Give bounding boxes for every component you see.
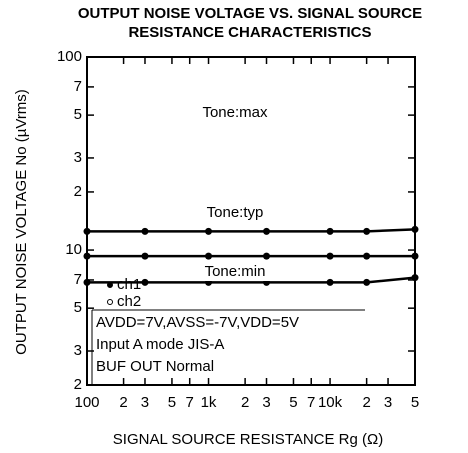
y-tick-label: 5	[74, 299, 82, 316]
chart-title: OUTPUT NOISE VOLTAGE VS. SIGNAL SOURCE	[78, 5, 422, 22]
label-bg	[197, 204, 273, 222]
x-tick-label: 7	[186, 394, 194, 411]
data-point	[83, 252, 91, 260]
data-point	[141, 278, 149, 286]
note: BUF OUT Normal	[96, 358, 214, 375]
note: AVDD=7V,AVSS=-7V,VDD=5V	[96, 314, 299, 331]
data-point	[363, 227, 371, 235]
legend-label: ch1	[117, 276, 141, 293]
y-tick-label: 5	[74, 106, 82, 123]
data-point	[141, 252, 149, 260]
data-point	[411, 252, 419, 260]
label-bg	[197, 263, 273, 281]
x-tick-label: 3	[384, 394, 392, 411]
y-tick-label: 2	[74, 183, 82, 200]
x-tick-label: 5	[411, 394, 419, 411]
data-point	[83, 278, 91, 286]
data-point	[363, 252, 371, 260]
x-tick-label: 10k	[318, 394, 343, 411]
data-point	[326, 252, 334, 260]
y-axis-label: OUTPUT NOISE VOLTAGE No (µVrms)	[13, 89, 30, 355]
data-point	[263, 252, 271, 260]
note: Input A mode JIS-A	[96, 336, 224, 353]
x-tick-label: 2	[119, 394, 127, 411]
series-label: Tone:min	[205, 263, 266, 280]
data-point	[141, 227, 149, 235]
data-point	[411, 274, 419, 282]
data-point	[363, 278, 371, 286]
x-tick-label: 5	[289, 394, 297, 411]
x-tick-label: 5	[168, 394, 176, 411]
y-tick-label: 7	[74, 271, 82, 288]
data-point	[205, 252, 213, 260]
data-point	[263, 227, 271, 235]
chart-subtitle: RESISTANCE CHARACTERISTICS	[128, 24, 371, 41]
data-point	[205, 227, 213, 235]
series-label: Tone:max	[202, 104, 268, 121]
legend-marker	[107, 282, 113, 288]
x-tick-label: 3	[262, 394, 270, 411]
series-label: Tone:typ	[207, 204, 264, 221]
x-tick-label: 1k	[201, 394, 217, 411]
plot-frame	[86, 56, 416, 386]
label-bg	[197, 104, 273, 122]
x-tick-label: 100	[74, 394, 99, 411]
data-point	[83, 227, 91, 235]
x-tick-label: 2	[362, 394, 370, 411]
data-point	[411, 225, 419, 233]
y-tick-label: 3	[74, 342, 82, 359]
y-tick-label: 10	[65, 241, 82, 258]
x-tick-label: 2	[241, 394, 249, 411]
x-axis-label: SIGNAL SOURCE RESISTANCE Rg (Ω)	[113, 431, 383, 448]
data-point	[326, 227, 334, 235]
y-tick-label: 7	[74, 78, 82, 95]
x-tick-label: 3	[141, 394, 149, 411]
y-tick-label: 3	[74, 149, 82, 166]
legend-label: ch2	[117, 293, 141, 310]
legend-marker	[107, 299, 113, 305]
y-tick-label: 100	[57, 48, 82, 65]
y-tick-label: 2	[74, 376, 82, 393]
x-tick-label: 7	[307, 394, 315, 411]
data-point	[326, 278, 334, 286]
